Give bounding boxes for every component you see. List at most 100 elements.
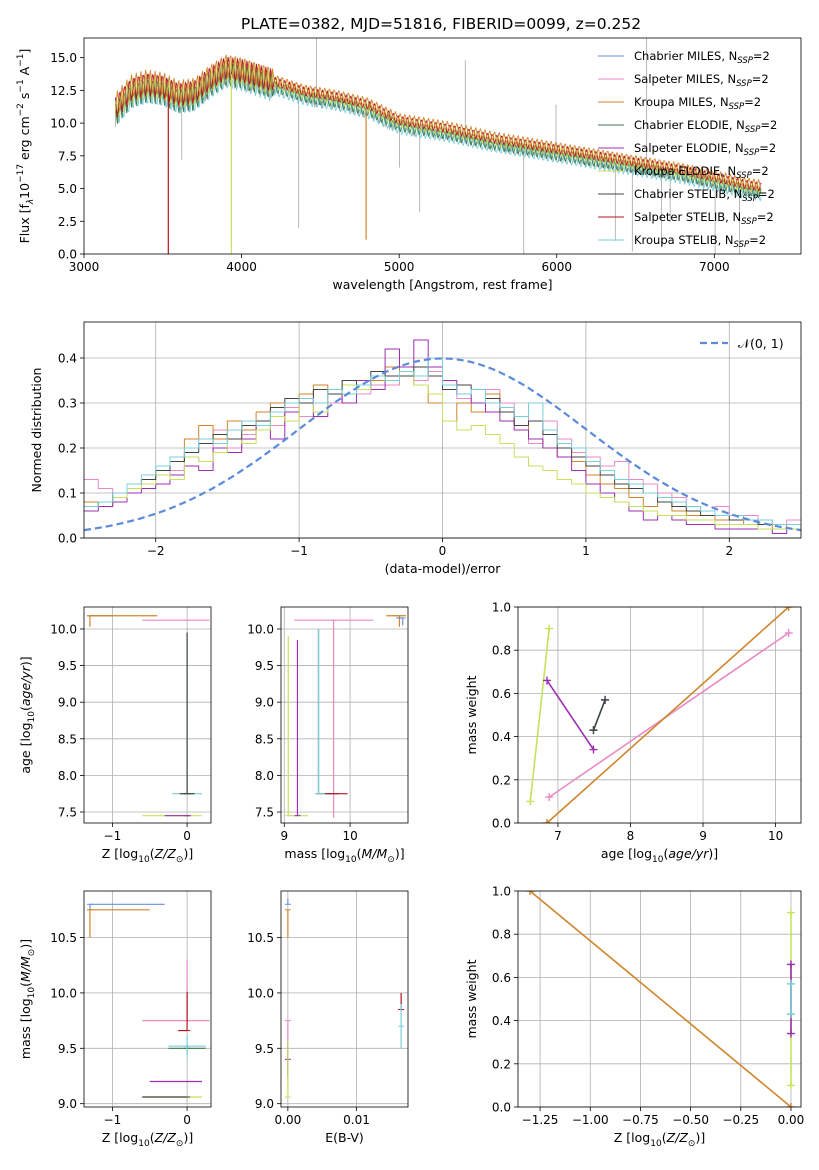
series-marker xyxy=(526,891,535,895)
y-axis-label: Normed distribution xyxy=(29,368,44,493)
legend-entry: Kroupa ELODIE, NSSP=2 xyxy=(634,164,769,181)
x-tick-label: 0.00 xyxy=(275,1113,302,1127)
y-tick-label: 9.5 xyxy=(255,1042,274,1056)
series-marker xyxy=(786,908,795,917)
series-marker xyxy=(543,676,552,685)
gaussian-curve xyxy=(84,357,801,532)
x-axis-label: Z [log10(Z/Z⊙)] xyxy=(102,1130,193,1149)
x-axis-label: mass [log10(M/M⊙)] xyxy=(284,846,404,865)
label-part: age [log xyxy=(18,722,33,773)
y-tick-label: 0.2 xyxy=(58,442,77,456)
y-tick-label: 10.0 xyxy=(50,117,77,131)
label-part: Z [log xyxy=(102,1130,138,1145)
y-tick-label: 10.0 xyxy=(247,986,274,1000)
y-tick-label: 1.0 xyxy=(492,885,511,899)
y-tick-label: 0.0 xyxy=(492,817,511,831)
axes-frame xyxy=(83,606,212,824)
label-part: −1 xyxy=(16,54,26,67)
x-tick-label: −0.75 xyxy=(622,1113,659,1127)
x-tick-label: 6000 xyxy=(541,260,572,274)
y-tick-label: 0.6 xyxy=(492,687,511,701)
series-marker xyxy=(784,607,793,611)
label-part: −1 xyxy=(16,79,26,92)
y-tick-label: 9.0 xyxy=(58,1097,77,1111)
axes-frame xyxy=(83,890,212,1108)
label-part: ] xyxy=(17,49,32,54)
figure-title: PLATE=0382, MJD=51816, FIBERID=0099, z=0… xyxy=(241,15,641,33)
label-part: Z/Z xyxy=(154,1130,177,1145)
series-marker xyxy=(786,979,795,988)
legend-sub: SSP xyxy=(742,194,758,204)
y-tick-label: 2.5 xyxy=(58,215,77,229)
y-tick-label: 9.5 xyxy=(255,659,274,673)
y-tick-label: 9.0 xyxy=(255,696,274,710)
panel-spectrum: 3000 4000 5000 6000 7000 0.0 2.5 5.0 7.5 10.0 12.5… xyxy=(16,37,802,292)
legend-sub: SSP xyxy=(734,240,750,250)
label-part: 10 xyxy=(17,183,32,199)
panel-residuals: −2 −1 0 1 2 0.0 0.1 0.2 0.3 0.4 (data-model)/error… xyxy=(29,321,802,576)
x-tick-label: 1 xyxy=(582,544,590,558)
label-part: ⊙ xyxy=(27,949,37,957)
label-part: 10 xyxy=(650,1139,662,1149)
label-part: λ xyxy=(26,199,36,205)
legend-entry: Chabrier STELIB, NSSP=2 xyxy=(634,187,775,204)
label-part: Z/Z xyxy=(154,846,177,861)
legend-entry: 𝒩(0, 1) xyxy=(738,336,784,351)
x-tick-label: −1.00 xyxy=(572,1113,609,1127)
label-part: ⊙ xyxy=(176,1139,184,1149)
y-axis-label: mass [log10(M/M⊙)] xyxy=(18,939,37,1059)
label-part: )] xyxy=(18,939,33,949)
x-tick-label: 0.01 xyxy=(343,1113,370,1127)
label-part: ( xyxy=(663,846,668,861)
label-part: mass [log xyxy=(18,998,33,1059)
legend-entry: Chabrier MILES, NSSP=2 xyxy=(634,49,770,66)
series-marker xyxy=(786,960,795,969)
label-part: 10 xyxy=(138,1139,150,1149)
plot-area-mass_vs_ebv xyxy=(284,898,405,1098)
label-part: ⊙ xyxy=(688,1139,696,1149)
model-spectrum-line xyxy=(115,63,762,199)
label-part: −2 xyxy=(16,103,26,116)
x-tick-label: 5000 xyxy=(384,260,415,274)
y-axis-label: mass weight xyxy=(464,675,479,754)
legend-text: Kroupa STELIB, N xyxy=(634,233,734,247)
legend-tail: =2 xyxy=(757,210,774,224)
x-axis-label: E(B-V) xyxy=(325,1130,364,1145)
label-part: )] xyxy=(18,656,33,666)
legend-tail: =2 xyxy=(752,72,769,86)
y-tick-label: 8.5 xyxy=(58,732,77,746)
legend-text: Kroupa ELODIE, N xyxy=(634,164,736,178)
series-marker xyxy=(589,726,598,735)
series-line xyxy=(592,699,606,731)
y-tick-label: 5.0 xyxy=(58,182,77,196)
panel-mass_vs_ebv: 0.00 0.01 9.0 9.5 10.0 10.5 E(B-V) xyxy=(247,890,409,1145)
y-tick-label: 9.5 xyxy=(58,1042,77,1056)
x-tick-label: 10 xyxy=(342,829,357,843)
label-part: ⊙ xyxy=(176,855,184,865)
y-tick-label: 7.5 xyxy=(58,806,77,820)
label-part: A xyxy=(17,66,32,79)
legend-text: Chabrier STELIB, N xyxy=(634,187,742,201)
label-part: mass [log xyxy=(284,846,345,861)
x-axis-label: (data-model)/error xyxy=(385,561,502,576)
label-part: Z [log xyxy=(614,1130,650,1145)
panel-mass_vs_Z: −1 09.09.510.010.5Z [log10(Z/Z⊙)]mass [lo… xyxy=(18,890,212,1149)
legend-text: Chabrier MILES, N xyxy=(634,49,737,63)
legend-entry: Salpeter STELIB, NSSP=2 xyxy=(634,210,774,227)
legend-tail: =2 xyxy=(753,49,770,63)
panel-massweight_vs_Z: −1.25 −1.00 −0.75 −0.50 −0.25 0.00 0.0 0.2 0.4 0.… xyxy=(464,885,804,1150)
x-tick-label: −1.25 xyxy=(522,1113,559,1127)
y-tick-label: 7.5 xyxy=(58,149,77,163)
x-tick-label: 9 xyxy=(699,829,707,843)
y-tick-label: 0.4 xyxy=(492,1014,511,1028)
series-marker xyxy=(545,624,554,633)
label-part: ( xyxy=(357,846,362,861)
series-marker xyxy=(786,1103,795,1107)
axes-frame xyxy=(83,37,802,255)
legend-sub: SSP xyxy=(744,148,760,158)
y-tick-label: 0.2 xyxy=(492,773,511,787)
label-part: 10 xyxy=(27,987,37,999)
series-marker xyxy=(589,745,598,754)
legend-sub: SSP xyxy=(745,125,761,135)
